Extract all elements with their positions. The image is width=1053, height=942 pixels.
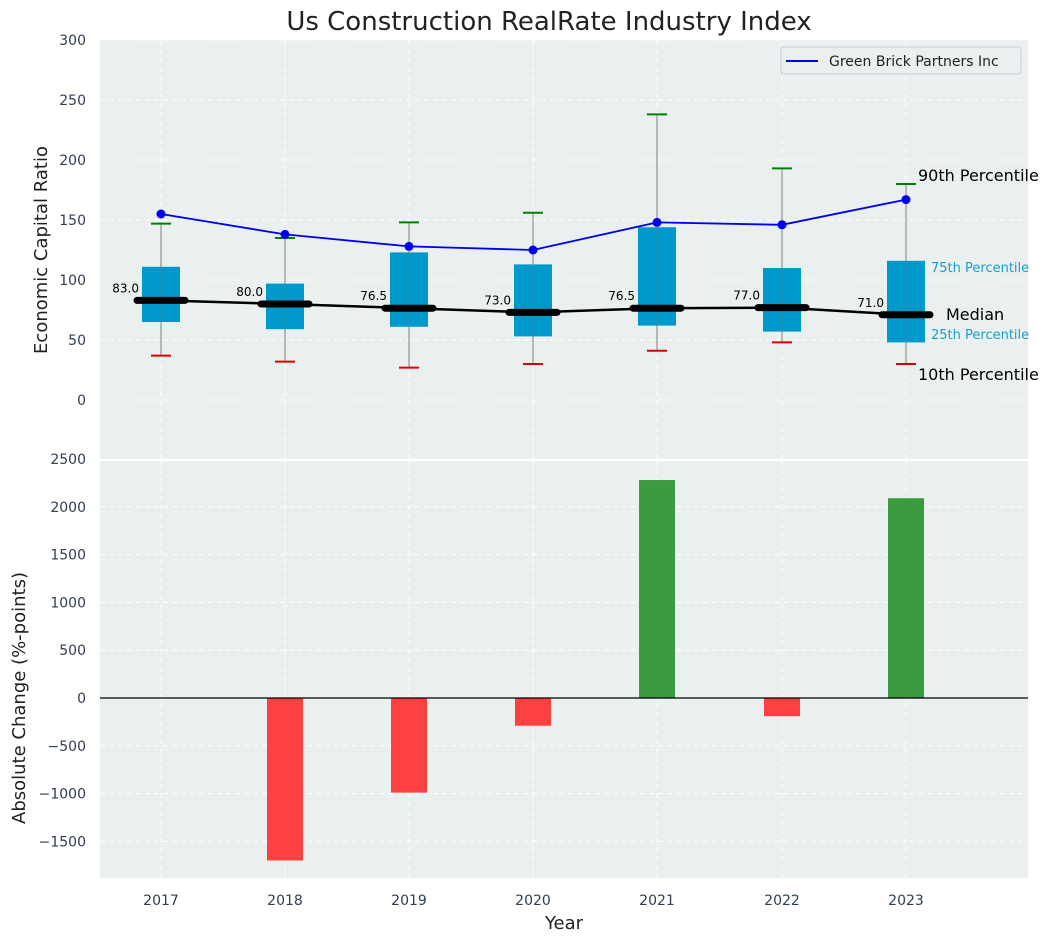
p75-annotation: 75th Percentile bbox=[931, 261, 1029, 276]
median-value-label: 73.0 bbox=[484, 293, 511, 307]
bottom-y-tick-label: −1000 bbox=[39, 787, 86, 803]
x-tick-label: 2019 bbox=[391, 893, 427, 909]
x-tick-label: 2023 bbox=[888, 893, 924, 909]
legend-label: Green Brick Partners Inc bbox=[829, 54, 999, 70]
top-y-tick-label: 250 bbox=[59, 93, 86, 109]
x-tick-label: 2018 bbox=[267, 893, 303, 909]
x-axis-label: Year bbox=[544, 913, 584, 934]
change-bar bbox=[267, 698, 303, 861]
change-bar bbox=[391, 698, 427, 793]
company-series-point bbox=[156, 209, 166, 219]
top-y-tick-label: 200 bbox=[59, 153, 86, 169]
median-value-label: 77.0 bbox=[733, 289, 760, 303]
company-series-point bbox=[777, 220, 787, 230]
company-series-point bbox=[404, 241, 414, 251]
x-tick-label: 2017 bbox=[143, 893, 179, 909]
p90-annotation: 90th Percentile bbox=[918, 166, 1039, 185]
bottom-marks bbox=[100, 480, 1028, 861]
top-y-tick-label: 0 bbox=[77, 393, 86, 409]
legend-box bbox=[780, 46, 1022, 75]
top-y-ticks: 0 50 100 150 200 250 300 bbox=[59, 33, 86, 409]
x-tick-label: 2021 bbox=[639, 893, 675, 909]
median-value-label: 71.0 bbox=[857, 296, 884, 310]
company-series-point bbox=[652, 217, 662, 227]
legend: Green Brick Partners Inc bbox=[780, 46, 1022, 75]
bottom-plot-area bbox=[100, 460, 1028, 878]
median-value-label: 80.0 bbox=[236, 285, 263, 299]
bottom-y-ticks: −1500 −1000 −500 0 500 1000 1500 2000 2500 bbox=[39, 452, 86, 850]
bottom-y-tick-label: −1500 bbox=[39, 834, 86, 850]
top-plot-area bbox=[100, 40, 1028, 460]
bottom-y-tick-label: 500 bbox=[59, 643, 86, 659]
median-annotation: Median bbox=[946, 305, 1004, 324]
bottom-y-axis-label: Absolute Change (%-points) bbox=[9, 572, 30, 824]
p10-annotation: 10th Percentile bbox=[918, 365, 1039, 384]
p25-annotation: 25th Percentile bbox=[931, 328, 1029, 343]
chart-title: Us Construction RealRate Industry Index bbox=[286, 7, 811, 37]
change-bar bbox=[888, 498, 924, 698]
x-tick-label: 2020 bbox=[515, 893, 551, 909]
bottom-y-tick-label: 1000 bbox=[50, 595, 86, 611]
median-value-label: 76.5 bbox=[360, 289, 387, 303]
bottom-y-tick-label: 1500 bbox=[50, 548, 86, 564]
top-y-tick-label: 300 bbox=[59, 33, 86, 49]
change-bar bbox=[515, 698, 551, 726]
bottom-y-tick-label: 2500 bbox=[50, 452, 86, 468]
top-y-axis-label: Economic Capital Ratio bbox=[31, 146, 52, 354]
median-value-label: 83.0 bbox=[112, 281, 139, 295]
bottom-y-tick-label: 0 bbox=[77, 691, 86, 707]
median-value-label: 76.5 bbox=[608, 289, 635, 303]
company-series-point bbox=[901, 195, 911, 205]
bottom-y-tick-label: −500 bbox=[48, 739, 86, 755]
company-series-point bbox=[280, 229, 290, 239]
top-marks: 83.0 80.0 76.5 73.0 76.5 77.0 71.0 bbox=[112, 113, 934, 369]
top-y-tick-label: 150 bbox=[59, 213, 86, 229]
bottom-y-tick-label: 2000 bbox=[50, 500, 86, 516]
top-panel: 83.0 80.0 76.5 73.0 76.5 77.0 71.0 0 50 100 150 20… bbox=[31, 33, 1039, 460]
company-series-point bbox=[528, 245, 538, 255]
x-ticks: 2017 2018 2019 2020 2021 2022 2023 bbox=[143, 893, 924, 909]
top-y-tick-label: 100 bbox=[59, 273, 86, 289]
x-tick-label: 2022 bbox=[764, 893, 800, 909]
top-y-tick-label: 50 bbox=[68, 333, 86, 349]
change-bar bbox=[639, 480, 675, 698]
change-bar bbox=[764, 698, 800, 717]
